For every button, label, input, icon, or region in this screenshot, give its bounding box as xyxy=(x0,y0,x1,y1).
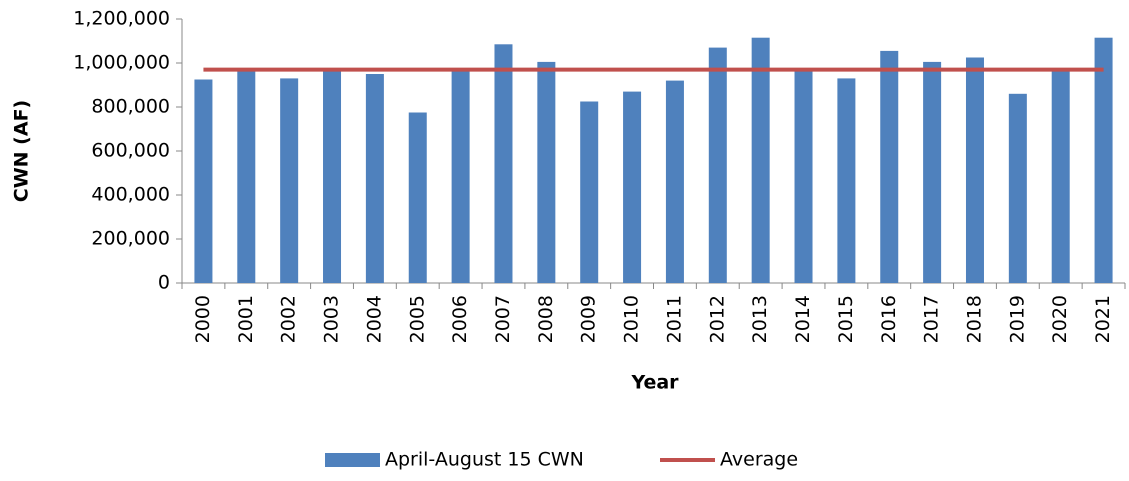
bar xyxy=(880,50,899,284)
y-tick-label: 600,000 xyxy=(91,140,170,162)
y-axis-title: CWN (AF) xyxy=(11,100,33,202)
x-tick-label: 2010 xyxy=(621,295,643,343)
x-tick-label: 2016 xyxy=(878,295,900,343)
y-tick-label: 400,000 xyxy=(91,184,170,206)
bar xyxy=(580,101,599,283)
bar xyxy=(1008,93,1027,283)
legend-label: April-August 15 CWN xyxy=(385,449,584,471)
y-tick-label: 1,000,000 xyxy=(73,52,170,74)
x-tick-label: 2014 xyxy=(792,295,814,343)
bar xyxy=(365,74,384,283)
x-tick-label: 2020 xyxy=(1049,295,1071,343)
x-tick-label: 2007 xyxy=(492,295,514,343)
bar xyxy=(623,91,642,283)
y-tick-label: 200,000 xyxy=(91,228,170,250)
bar xyxy=(280,78,299,284)
x-tick-label: 2008 xyxy=(535,295,557,343)
y-tick-label: 1,200,000 xyxy=(73,8,170,30)
bar xyxy=(323,68,342,283)
x-tick-label: 2017 xyxy=(921,295,943,343)
bar xyxy=(537,61,556,284)
bar xyxy=(237,68,256,283)
x-tick-label: 2021 xyxy=(1092,295,1114,343)
y-tick-label: 800,000 xyxy=(91,96,170,118)
x-tick-label: 2019 xyxy=(1006,295,1028,343)
legend-label: Average xyxy=(720,449,798,471)
bar xyxy=(408,112,427,283)
bar xyxy=(794,68,813,283)
x-tick-label: 2006 xyxy=(449,295,471,343)
bar xyxy=(708,47,727,283)
x-tick-label: 2000 xyxy=(192,295,214,343)
bar xyxy=(751,37,770,284)
x-tick-label: 2009 xyxy=(578,295,600,343)
x-tick-label: 2001 xyxy=(235,295,257,343)
bar xyxy=(965,57,984,283)
x-tick-label: 2012 xyxy=(706,295,728,343)
bar xyxy=(1051,68,1070,283)
x-tick-label: 2003 xyxy=(321,295,343,343)
bar xyxy=(451,68,470,283)
x-tick-label: 2005 xyxy=(406,295,428,343)
bar xyxy=(1094,37,1113,284)
x-tick-label: 2002 xyxy=(278,295,300,343)
x-tick-label: 2004 xyxy=(363,295,385,343)
x-axis-title: Year xyxy=(630,372,679,394)
x-tick-label: 2011 xyxy=(663,295,685,343)
x-tick-label: 2018 xyxy=(963,295,985,343)
x-tick-label: 2013 xyxy=(749,295,771,343)
bar xyxy=(194,79,213,283)
x-tick-label: 2015 xyxy=(835,295,857,343)
bar xyxy=(923,61,942,284)
bar xyxy=(494,44,513,283)
legend-swatch xyxy=(325,453,380,467)
y-tick-label: 0 xyxy=(158,272,170,294)
bar xyxy=(837,78,856,284)
bar xyxy=(665,80,684,283)
